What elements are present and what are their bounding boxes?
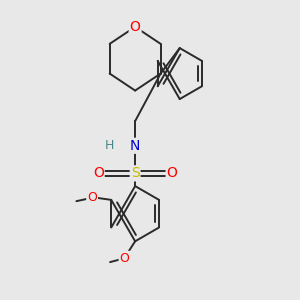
Text: N: N	[130, 139, 140, 153]
Text: H: H	[105, 139, 114, 152]
Text: O: O	[120, 252, 130, 265]
Text: O: O	[130, 20, 141, 34]
Text: O: O	[167, 167, 178, 180]
Text: S: S	[131, 167, 140, 180]
Text: O: O	[93, 167, 104, 180]
Text: O: O	[87, 191, 97, 204]
